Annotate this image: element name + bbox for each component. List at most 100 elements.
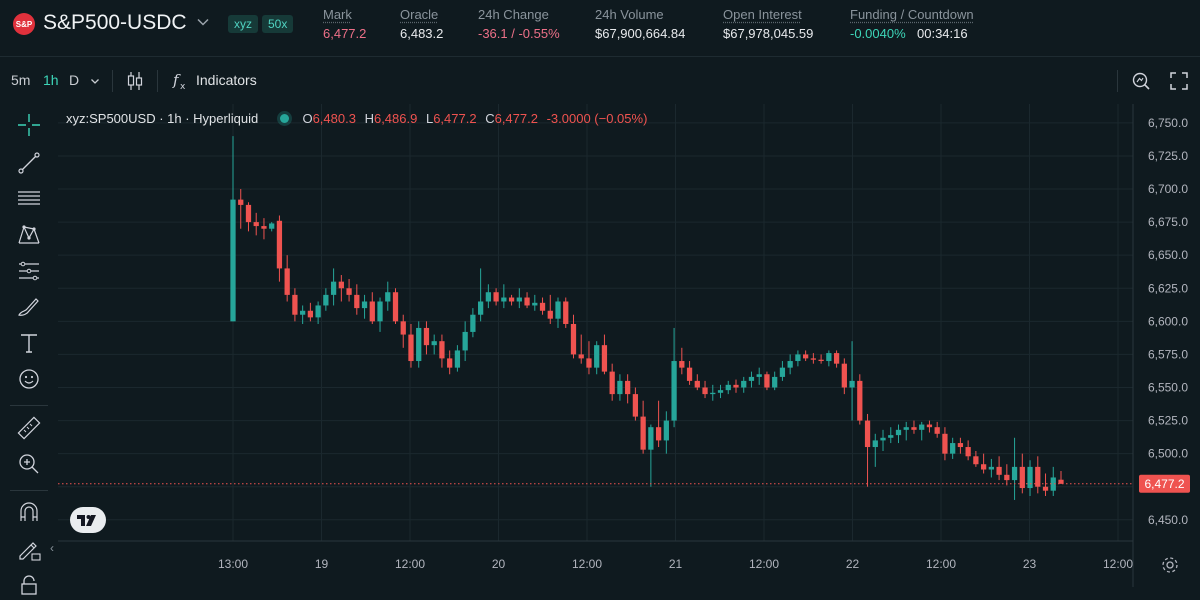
candle-body — [1050, 477, 1056, 491]
tradingview-logo-icon[interactable] — [70, 507, 106, 533]
ruler-tool[interactable] — [14, 413, 44, 443]
dex-tag: xyz — [228, 15, 258, 33]
candle-body — [276, 220, 283, 269]
candle-body — [423, 327, 430, 346]
candle-body — [725, 384, 731, 391]
gear-icon[interactable] — [1161, 556, 1179, 574]
legend-symbol[interactable]: xyz:SP500USD · 1h · Hyperliquid — [66, 111, 259, 126]
candle-body — [470, 314, 476, 332]
candle-body — [756, 374, 762, 377]
candle-body — [880, 437, 886, 441]
zoom-in-icon — [19, 454, 39, 474]
collapse-toolbar-icon[interactable]: ‹ — [50, 541, 54, 555]
candle-body — [369, 301, 375, 322]
timeframe-1h[interactable]: 1h — [43, 72, 59, 88]
legend-open-key: O — [302, 111, 313, 126]
open-interest-label[interactable]: Open Interest — [723, 7, 802, 22]
candle-body — [354, 294, 360, 309]
x-tick-label: 12:00 — [572, 557, 602, 571]
svg-text:x: x — [180, 82, 186, 92]
trendline-tool[interactable] — [14, 148, 44, 178]
indicators-fx-icon[interactable]: f x — [171, 70, 191, 92]
candle-body — [539, 302, 546, 311]
y-tick-label: 6,450.0 — [1148, 513, 1188, 527]
candle-body — [408, 334, 414, 362]
candle-body — [694, 380, 700, 388]
candle-body — [934, 427, 940, 434]
timeframe-5m[interactable]: 5m — [11, 72, 31, 88]
brush-tool[interactable] — [14, 292, 44, 322]
legend-low: 6,477.2 — [433, 111, 477, 126]
change-label: 24h Change — [478, 7, 549, 22]
candle-body — [555, 301, 561, 319]
timeframe-d[interactable]: D — [69, 72, 80, 88]
candle-body — [300, 310, 306, 315]
candle-body — [609, 371, 615, 395]
y-tick-label: 6,675.0 — [1148, 215, 1188, 229]
leverage-tag[interactable]: 50x — [262, 15, 294, 33]
candle-body — [1027, 466, 1033, 489]
legend-high: 6,486.9 — [373, 111, 418, 126]
candle-body — [532, 302, 538, 306]
candle-body — [787, 361, 793, 368]
candle-body — [447, 358, 453, 368]
candle-body — [833, 353, 840, 364]
zoom-tool[interactable] — [14, 449, 44, 479]
candle-body — [547, 310, 553, 319]
candle-body — [996, 466, 1002, 475]
volume-label: 24h Volume — [595, 7, 664, 22]
crosshair-tool[interactable] — [14, 110, 44, 140]
oracle-label[interactable]: Oracle — [400, 7, 439, 22]
pair-selector[interactable]: S&P500-USDC — [43, 11, 187, 34]
lock-tool[interactable] — [14, 570, 44, 600]
candle-body — [702, 387, 708, 395]
candle-body — [857, 380, 863, 421]
candle-body — [640, 416, 646, 450]
indicators-button[interactable]: Indicators — [196, 72, 257, 88]
candle-body — [942, 433, 948, 454]
candle-body — [671, 361, 677, 421]
candle-body — [648, 427, 654, 450]
emoji-tool[interactable] — [14, 364, 44, 394]
candle-body — [926, 424, 933, 428]
candle-body — [888, 435, 894, 438]
candles-icon[interactable] — [125, 69, 145, 93]
lock-edit-tool[interactable] — [14, 534, 44, 564]
toolbar-divider — [1117, 70, 1118, 92]
fib-tool[interactable] — [14, 256, 44, 286]
text-tool[interactable] — [14, 328, 44, 358]
funding-label[interactable]: Funding / Countdown — [850, 7, 974, 22]
candle-body — [361, 301, 368, 309]
sp500-logo-icon: S&P — [13, 13, 35, 35]
candle-body — [1058, 479, 1064, 484]
candle-body — [741, 380, 747, 388]
candle-body — [679, 361, 685, 368]
price-chart[interactable]: 13:00 19 12:00 20 12:00 21 12:00 22 12:00 23 12:00… — [50, 104, 1200, 587]
y-tick-label: 6,650.0 — [1148, 248, 1188, 262]
pattern-tool[interactable] — [14, 220, 44, 250]
fullscreen-icon[interactable] — [1169, 71, 1189, 91]
y-tick-label: 6,625.0 — [1148, 281, 1188, 295]
candle-body — [826, 353, 832, 362]
candle-body — [578, 354, 584, 359]
timeframe-chevron-down-icon[interactable] — [89, 75, 101, 87]
x-tick-label: 23 — [1023, 557, 1037, 571]
chevron-down-icon[interactable] — [195, 14, 211, 30]
oracle-value: 6,483.2 — [400, 26, 444, 41]
channel-tool[interactable] — [14, 184, 44, 214]
candle-body — [919, 424, 925, 430]
snapshot-icon[interactable] — [1130, 70, 1152, 92]
candle-body — [601, 345, 608, 372]
legend-open: 6,480.3 — [312, 111, 356, 126]
y-tick-label: 6,500.0 — [1148, 447, 1188, 461]
toolbar-divider — [10, 405, 48, 406]
funding-rate-value: -0.0040% — [850, 26, 906, 41]
candle-body — [841, 363, 847, 388]
magnet-tool[interactable] — [14, 498, 44, 528]
candlestick-chart-svg[interactable]: 13:00 19 12:00 20 12:00 21 12:00 22 12:00 23 12:00… — [58, 104, 1200, 587]
mark-label[interactable]: Mark — [323, 7, 352, 22]
candle-body — [1011, 466, 1018, 481]
y-tick-label: 6,575.0 — [1148, 347, 1188, 361]
candle-body — [849, 380, 855, 388]
x-tick-label: 13:00 — [218, 557, 248, 571]
